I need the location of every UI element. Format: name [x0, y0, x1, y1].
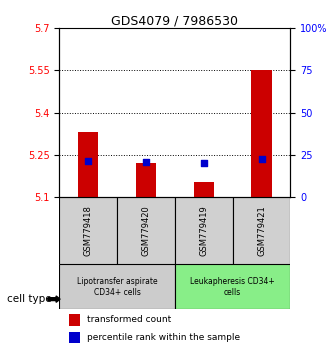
- Text: GSM779421: GSM779421: [257, 205, 266, 256]
- Text: cell type: cell type: [7, 294, 51, 304]
- Text: Lipotransfer aspirate
CD34+ cells: Lipotransfer aspirate CD34+ cells: [77, 277, 157, 297]
- Bar: [175, 264, 290, 309]
- Bar: [117, 197, 175, 264]
- Bar: [194, 182, 214, 197]
- Bar: [136, 163, 156, 197]
- Point: [85, 158, 91, 164]
- Text: GSM779419: GSM779419: [199, 205, 208, 256]
- Bar: [69, 314, 80, 326]
- Point: [259, 156, 264, 162]
- Text: transformed count: transformed count: [87, 315, 171, 324]
- Title: GDS4079 / 7986530: GDS4079 / 7986530: [112, 14, 238, 27]
- Bar: [78, 132, 98, 197]
- Text: GSM779418: GSM779418: [84, 205, 93, 256]
- Point: [143, 160, 148, 165]
- Text: Leukapheresis CD34+
cells: Leukapheresis CD34+ cells: [190, 277, 275, 297]
- Bar: [175, 197, 233, 264]
- Bar: [59, 197, 117, 264]
- Bar: [233, 197, 290, 264]
- Bar: [251, 70, 272, 197]
- Text: GSM779420: GSM779420: [142, 205, 150, 256]
- Bar: [69, 332, 80, 343]
- Text: percentile rank within the sample: percentile rank within the sample: [87, 333, 240, 342]
- Bar: [59, 264, 175, 309]
- Point: [201, 160, 207, 166]
